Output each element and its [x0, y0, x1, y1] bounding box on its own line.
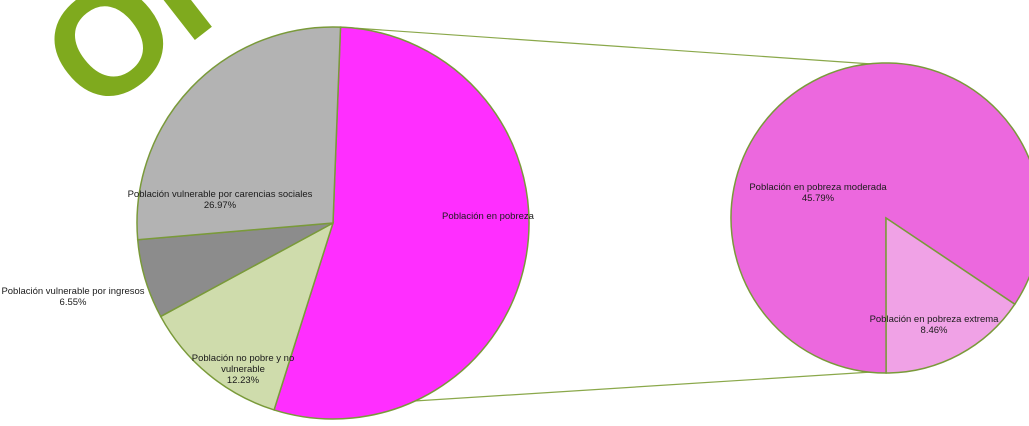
connector-line-top [340, 26, 873, 65]
data-labels: Población en pobreza Población no pobre y… [1, 182, 999, 386]
label-vulnerable-ingresos: Población vulnerable por ingresos 6.55% [1, 286, 144, 308]
secondary-pie [730, 62, 1029, 374]
label-pobreza-moderada: Población en pobreza moderada 45.79% [749, 182, 887, 204]
secondary-pie-slice-0 [730, 62, 1029, 374]
label-poblacion-en-pobreza: Población en pobreza [442, 211, 535, 222]
main-pie [136, 26, 530, 420]
main-pie-slice-3 [136, 26, 342, 241]
main-pie-slice-0 [273, 26, 530, 420]
label-no-pobre-no-vulnerable: Población no pobre y no vulnerable 12.23% [192, 353, 294, 386]
label-vulnerable-carencias: Población vulnerable por carencias socia… [128, 189, 313, 211]
label-pobreza-extrema: Población en pobreza extrema 8.46% [870, 314, 1000, 336]
secondary-pie-slice-1 [885, 216, 1016, 374]
main-pie-slice-1 [159, 221, 335, 411]
